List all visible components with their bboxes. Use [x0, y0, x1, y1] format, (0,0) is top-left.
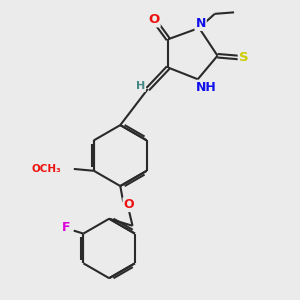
- Text: O: O: [148, 14, 160, 26]
- Text: F: F: [62, 221, 70, 234]
- Text: O: O: [124, 198, 134, 211]
- Text: OCH₃: OCH₃: [32, 164, 62, 174]
- Text: H: H: [136, 81, 145, 91]
- Text: N: N: [195, 17, 206, 30]
- Text: NH: NH: [196, 81, 216, 94]
- Text: S: S: [239, 51, 248, 64]
